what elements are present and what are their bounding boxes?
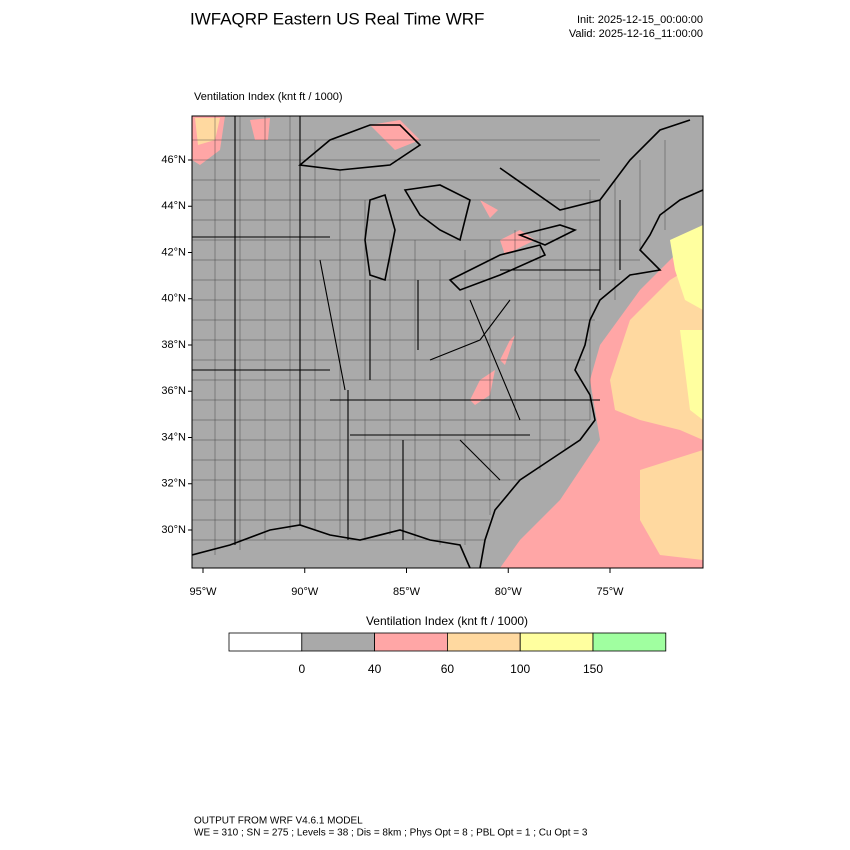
colorbar-box	[228, 632, 303, 652]
field-pink-north	[192, 116, 535, 255]
colorbar-label: 100	[510, 662, 530, 676]
lon-label: 95°W	[189, 586, 217, 598]
lon-label: 80°W	[495, 586, 523, 598]
lat-label: 34°N	[161, 431, 186, 443]
great-lakes	[298, 124, 578, 291]
lat-label: 36°N	[161, 385, 186, 397]
colorbar-label: 60	[441, 662, 455, 676]
footer-line-1: OUTPUT FROM WRF V4.6.1 MODEL	[194, 816, 363, 827]
lon-label: 85°W	[393, 586, 421, 598]
colorbar-box	[374, 632, 448, 652]
lat-label: 46°N	[161, 154, 186, 166]
lat-label: 40°N	[161, 293, 186, 305]
lat-label: 42°N	[161, 246, 186, 258]
colorbar-box	[519, 632, 594, 652]
valid-time: Valid: 2025-12-16_11:00:00	[569, 28, 703, 40]
coastline	[192, 119, 703, 568]
map-label: Ventilation Index (knt ft / 1000)	[194, 91, 343, 103]
title: IWFAQRP Eastern US Real Time WRF	[190, 9, 484, 28]
colorbar-label: 150	[583, 662, 603, 676]
map-frame	[191, 115, 704, 569]
colorbar-box	[592, 632, 667, 652]
footer-line-2: WE = 310 ; SN = 275 ; Levels = 38 ; Dis …	[194, 828, 588, 839]
map	[191, 115, 704, 569]
lat-label: 32°N	[161, 478, 186, 490]
colorbar-box	[446, 632, 521, 652]
lat-label: 38°N	[161, 339, 186, 351]
field-pink-ridge	[470, 335, 515, 405]
lat-label: 30°N	[161, 524, 186, 536]
colorbar-box	[301, 632, 375, 652]
state-lines	[192, 116, 621, 545]
init-time: Init: 2025-12-15_00:00:00	[577, 14, 703, 26]
colorbar-label: 0	[298, 662, 305, 676]
field-yellow	[670, 225, 703, 420]
colorbar-title: Ventilation Index (knt ft / 1000)	[366, 614, 528, 628]
lon-label: 75°W	[596, 586, 624, 598]
lat-label: 44°N	[161, 200, 186, 212]
lon-label: 90°W	[291, 586, 319, 598]
field-orange	[610, 260, 703, 560]
colorbar-label: 40	[368, 662, 382, 676]
field-orange-north	[195, 118, 220, 145]
